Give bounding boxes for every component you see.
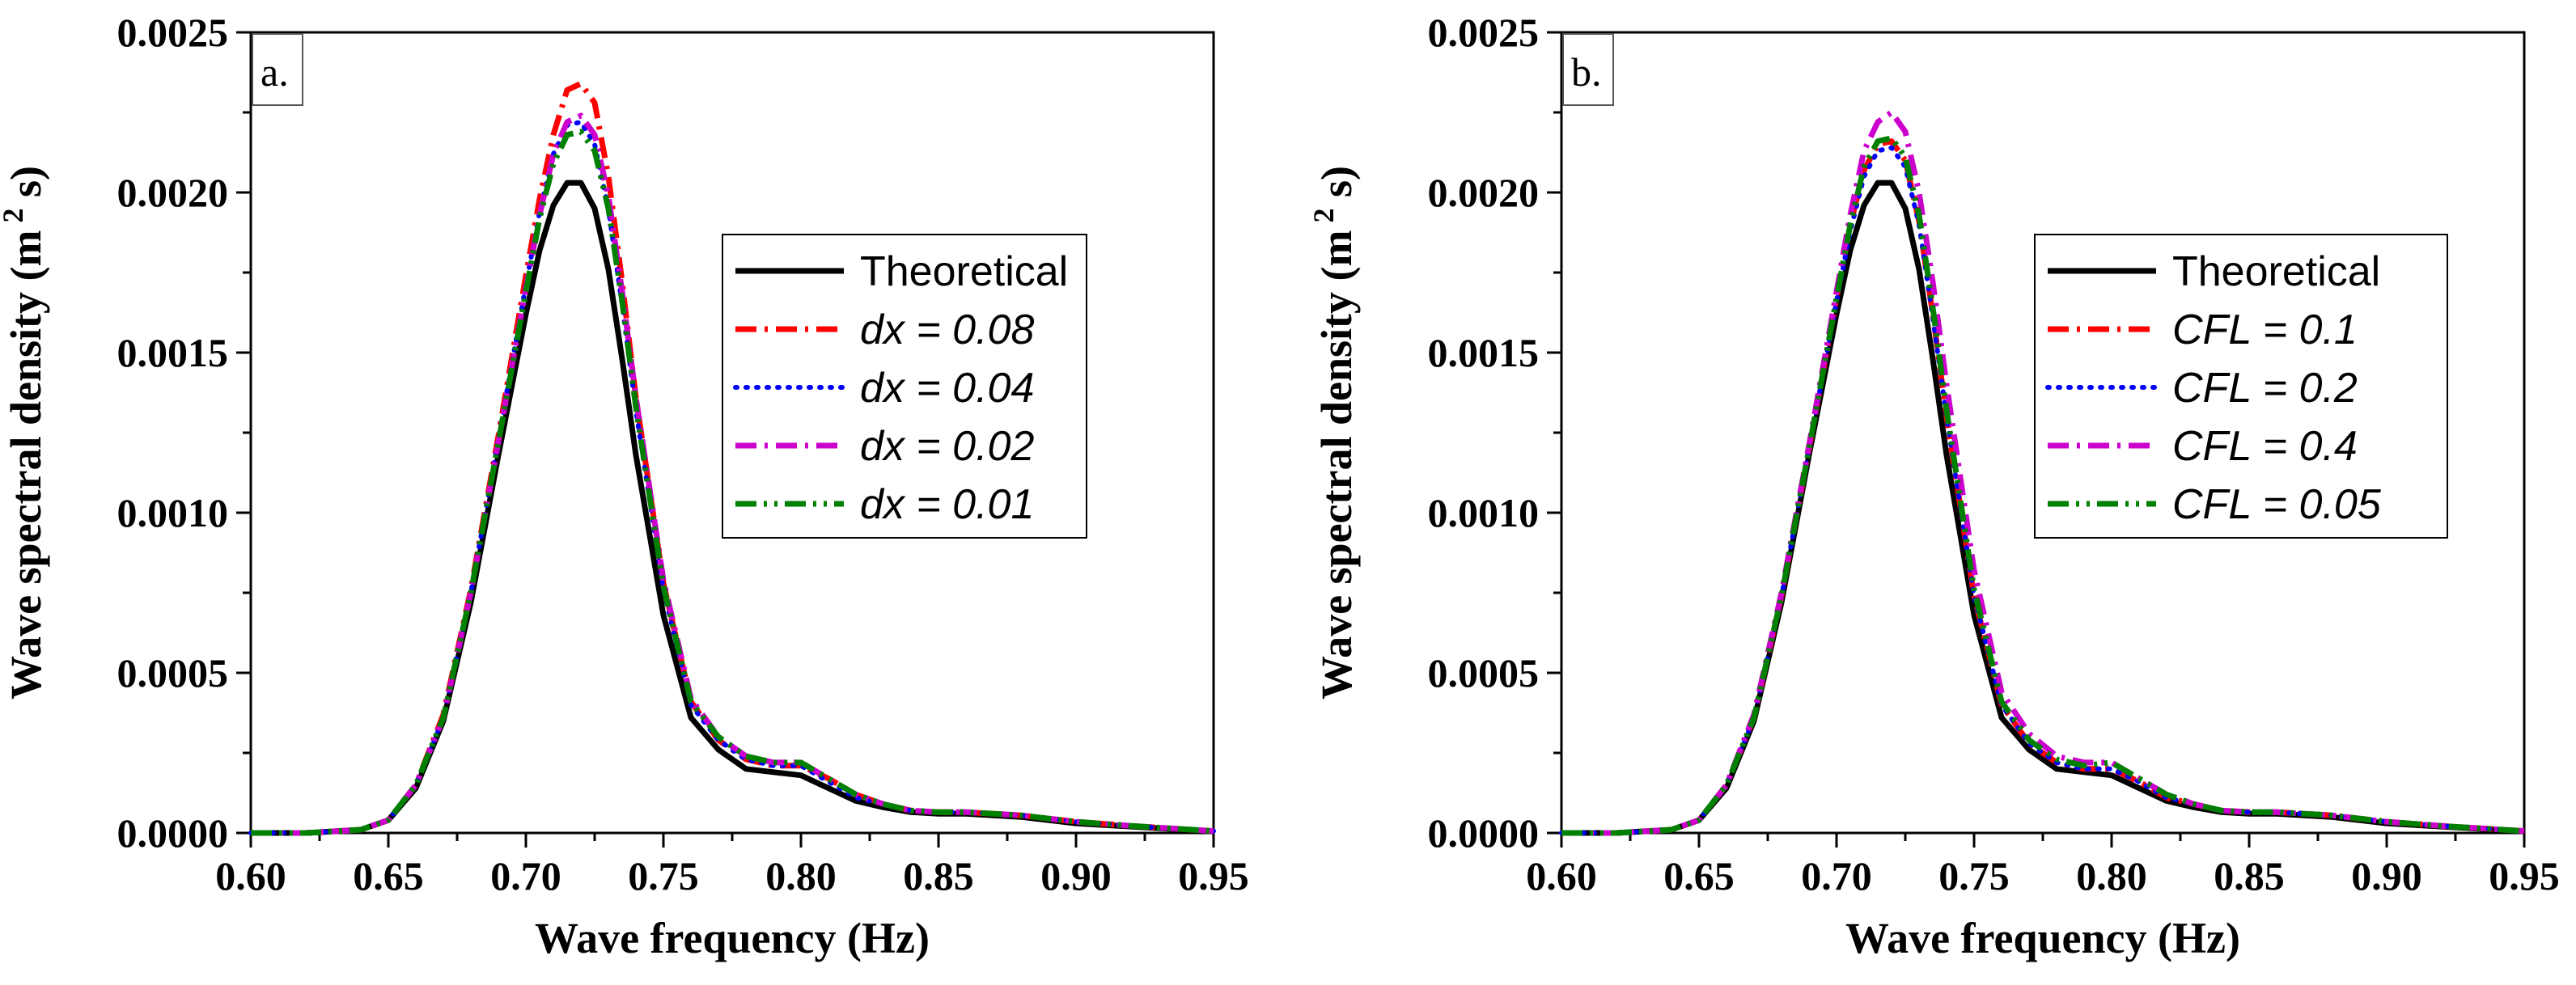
- x-tick-label: 0.75: [1938, 853, 2010, 898]
- y-tick-label: 0.0005: [117, 650, 229, 695]
- legend-label: dx = 0.08: [860, 306, 1034, 353]
- x-axis-title: Wave frequency (Hz): [535, 914, 930, 962]
- x-tick-label: 0.80: [2076, 853, 2147, 898]
- x-tick-label: 0.70: [490, 853, 561, 898]
- x-tick-label: 0.95: [1178, 853, 1249, 898]
- y-tick-label: 0.0015: [117, 330, 229, 375]
- legend-label: CFL = 0.1: [2172, 306, 2358, 353]
- x-tick-label: 0.95: [2489, 853, 2560, 898]
- series-line-4: [251, 129, 1214, 836]
- x-tick-label: 0.60: [215, 853, 286, 898]
- y-axis-title-tail: s): [2, 166, 50, 209]
- y-tick-label: 0.0020: [117, 170, 229, 215]
- x-tick-label: 0.65: [353, 853, 424, 898]
- y-tick-label: 0.0020: [1428, 170, 1540, 215]
- x-tick-label: 0.90: [1040, 853, 1112, 898]
- series-line-3: [1561, 109, 2525, 836]
- y-tick-label: 0.0005: [1428, 650, 1540, 695]
- y-axis-title-main: Wave spectral density (m: [1312, 230, 1361, 700]
- y-tick-label: 0.0015: [1428, 330, 1540, 375]
- legend-label: CFL = 0.05: [2172, 481, 2382, 528]
- series-line-4: [1561, 135, 2525, 836]
- y-tick-label: 0.0000: [1428, 810, 1540, 856]
- y-tick-label: 0.0000: [117, 810, 229, 856]
- legend-box: [722, 234, 1087, 539]
- chart-panel-b: 0.60 0.65 0.70 0.75 0.80 0.85 0.90 0.95 0.0000 0.…: [1307, 10, 2560, 962]
- y-axis-title-main: Wave spectral density (m: [2, 230, 50, 700]
- y-tick-label: 0.0010: [1428, 490, 1540, 535]
- x-tick-label: 0.70: [1801, 853, 1872, 898]
- legend-label: dx = 0.04: [860, 365, 1034, 412]
- panel-label-box: [252, 33, 303, 106]
- y-axis-title-superscript: 2: [0, 209, 29, 230]
- legend-label: CFL = 0.4: [2172, 423, 2358, 470]
- x-tick-label: 0.60: [1526, 853, 1597, 898]
- y-tick-label: 0.0025: [117, 10, 229, 55]
- panel-label-box: [1562, 33, 1614, 106]
- series-line-3: [251, 112, 1214, 836]
- x-tick-label: 0.85: [903, 853, 974, 898]
- legend-label: dx = 0.02: [860, 423, 1034, 470]
- y-axis-title-tail: s): [1312, 166, 1361, 209]
- y-axis-title-superscript: 2: [1307, 209, 1340, 230]
- legend-label: CFL = 0.2: [2172, 365, 2358, 412]
- panel-label: a.: [261, 49, 289, 95]
- y-axis-title: Wave spectral density (m 2 s): [0, 166, 50, 700]
- y-tick-label: 0.0010: [117, 490, 229, 535]
- x-tick-label: 0.85: [2214, 853, 2285, 898]
- y-axis-title: Wave spectral density (m 2 s): [1307, 166, 1361, 700]
- legend-label: Theoretical: [860, 248, 1068, 295]
- x-tick-label: 0.65: [1663, 853, 1735, 898]
- x-tick-label: 0.75: [628, 853, 699, 898]
- x-tick-label: 0.90: [2351, 853, 2422, 898]
- chart-panel-a: 0.60 0.65 0.70 0.75 0.80 0.85 0.90 0.95 0.0000 0.…: [0, 10, 1249, 962]
- x-axis-title: Wave frequency (Hz): [1845, 914, 2240, 962]
- legend-label: Theoretical: [2172, 248, 2380, 295]
- y-tick-label: 0.0025: [1428, 10, 1540, 55]
- legend-label: dx = 0.01: [860, 481, 1034, 528]
- panel-label: b.: [1571, 49, 1602, 95]
- x-tick-label: 0.80: [765, 853, 837, 898]
